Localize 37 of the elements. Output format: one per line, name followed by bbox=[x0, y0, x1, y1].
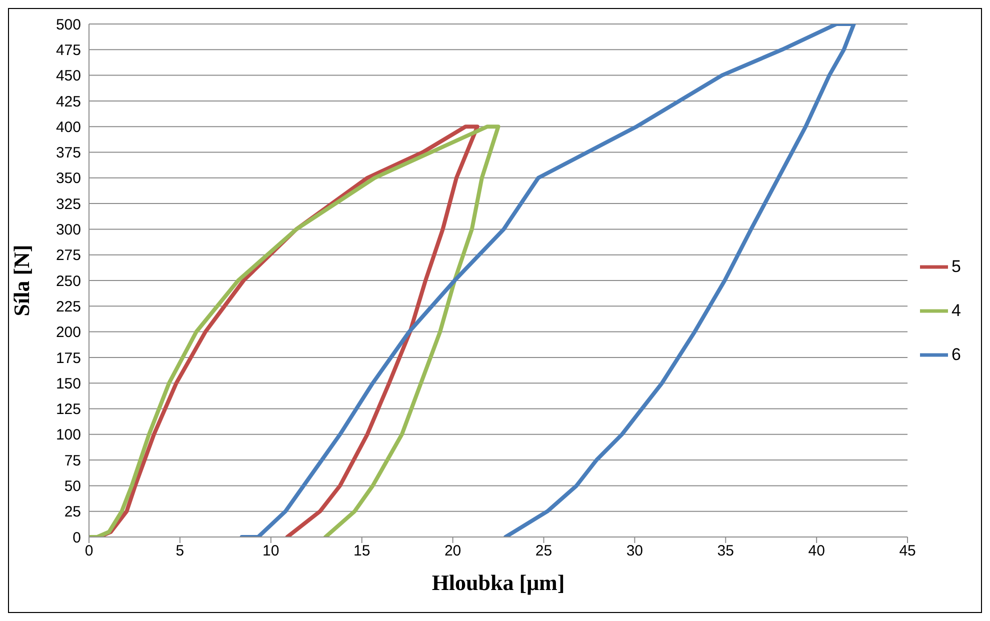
y-tick-label: 200 bbox=[56, 324, 81, 342]
y-tick-label: 125 bbox=[56, 401, 81, 418]
x-tick-label: 45 bbox=[899, 542, 916, 560]
line-series bbox=[240, 24, 856, 537]
y-tick-label: 75 bbox=[64, 452, 81, 470]
y-tick-label: 50 bbox=[64, 478, 81, 496]
y-tick-label: 425 bbox=[56, 93, 81, 110]
legend-label: 5 bbox=[952, 256, 961, 276]
y-tick-label: 350 bbox=[56, 170, 81, 188]
y-tick-label: 500 bbox=[56, 16, 81, 34]
y-tick-label: 100 bbox=[56, 426, 81, 444]
y-tick-label: 175 bbox=[56, 350, 81, 367]
y-tick-label: 375 bbox=[56, 144, 81, 162]
legend-label: 4 bbox=[952, 300, 961, 320]
x-tick-label: 15 bbox=[354, 542, 370, 560]
x-tick-label: 20 bbox=[444, 542, 462, 560]
x-tick-label: 0 bbox=[84, 542, 94, 560]
y-tick-label: 475 bbox=[56, 42, 81, 59]
y-tick-label: 150 bbox=[56, 375, 81, 392]
y-tick-label: 225 bbox=[56, 298, 81, 316]
y-axis-title: Síla [N] bbox=[8, 244, 34, 316]
y-tick-label: 0 bbox=[72, 529, 81, 546]
y-tick-label: 400 bbox=[56, 118, 81, 136]
y-tick-label: 275 bbox=[56, 247, 81, 264]
y-tick-label: 250 bbox=[56, 272, 81, 290]
x-tick-label: 40 bbox=[808, 542, 825, 560]
y-tick-label: 450 bbox=[56, 68, 81, 85]
x-tick-label: 25 bbox=[535, 542, 552, 560]
y-tick-label: 25 bbox=[64, 504, 81, 521]
x-axis-title: Hloubka [μm] bbox=[432, 570, 565, 595]
x-tick-label: 35 bbox=[717, 542, 734, 560]
legend-label: 6 bbox=[952, 344, 961, 364]
x-tick-label: 30 bbox=[626, 542, 644, 560]
x-tick-label: 10 bbox=[262, 542, 280, 560]
y-tick-label: 300 bbox=[56, 222, 81, 239]
x-tick-label: 5 bbox=[176, 542, 184, 560]
y-tick-label: 325 bbox=[56, 196, 81, 213]
